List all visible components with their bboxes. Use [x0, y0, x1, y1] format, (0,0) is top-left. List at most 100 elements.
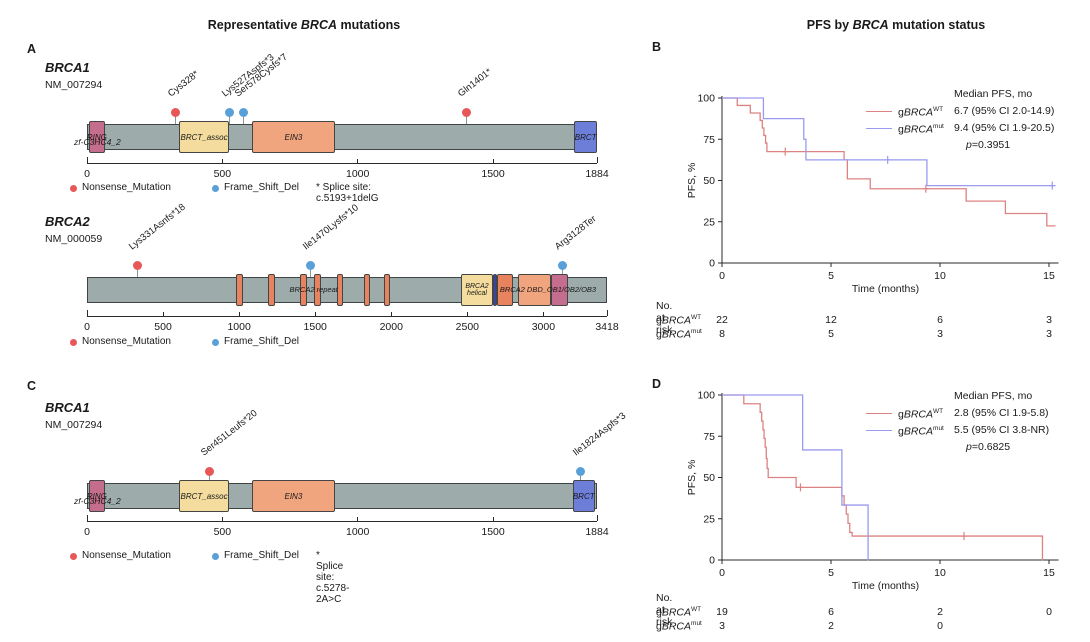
- risk-count: 3: [1046, 328, 1052, 340]
- mutation-label: Cys328*: [165, 68, 201, 100]
- group-label: gBRCAWT: [656, 606, 702, 619]
- legend-frameshift-dot: [212, 339, 219, 346]
- y-tick-label: 75: [703, 431, 715, 443]
- domain-sub-label: zf-C3HC4_2: [74, 496, 121, 506]
- domain-label: BRCT: [574, 132, 597, 142]
- aa-axis-tick: [86, 515, 88, 521]
- legend-line-swatch: [866, 412, 892, 414]
- domain-DBD_OB1: [496, 274, 513, 306]
- bar-inline-label: BRCA2 DBD_OB1/OB2/OB3: [499, 285, 597, 294]
- domain-BRCT_assoc: BRCT_assoc: [179, 121, 230, 153]
- mutation-label: Ser451Leufs*20: [199, 407, 260, 459]
- domain-BRCT: BRCT: [573, 480, 595, 512]
- risk-count: 5: [828, 328, 834, 340]
- gene-name: BRCA1: [45, 60, 90, 75]
- splice-site-note: * Splice site: c.5278-2A>C: [316, 550, 350, 605]
- y-tick-label: 0: [709, 555, 715, 567]
- median-value: 6.7 (95% CI 2.0-14.9): [954, 104, 1055, 117]
- legend-frameshift-label: Frame_Shift_Del: [224, 550, 300, 561]
- aa-axis-tick: [466, 312, 468, 316]
- domain-label: RING: [86, 132, 107, 142]
- aa-axis-tick-label: 0: [84, 526, 90, 538]
- domain-BRC_repeat_5: [336, 274, 344, 306]
- aa-axis-tick: [238, 312, 240, 316]
- legend-nonsense-dot: [70, 553, 77, 560]
- lollipop-stick: [229, 115, 231, 124]
- mutation-dot: [132, 260, 142, 270]
- median-value: 9.4 (95% CI 1.9-20.5): [954, 121, 1055, 134]
- y-tick-label: 75: [703, 134, 715, 146]
- aa-axis-tick: [390, 312, 392, 316]
- protein-bar: [87, 124, 597, 150]
- group-label: gBRCAmut: [898, 122, 944, 136]
- lollipop-stick: [562, 268, 564, 277]
- mutation-dot: [171, 107, 181, 117]
- aa-axis-tick: [86, 310, 88, 316]
- km-legend-D: Median PFS, mo gBRCAWT 2.8 (95% CI 1.9-5.8…: [866, 388, 1088, 455]
- risk-count: 12: [825, 314, 837, 326]
- mutation-label: Arg3128Ter: [552, 213, 599, 253]
- transcript-id: NM_007294: [45, 79, 103, 91]
- risk-row-label: gBRCAWT: [656, 314, 712, 327]
- domain-label: BRCT: [572, 491, 595, 501]
- domain-DBD_OB3: [551, 274, 568, 306]
- aa-axis-tick-label: 1500: [481, 526, 505, 538]
- risk-count: 19: [716, 606, 728, 618]
- y-tick-label: 50: [703, 472, 715, 484]
- aa-axis-tick-label: 0: [84, 321, 90, 333]
- legend-frameshift-label: Frame_Shift_Del: [224, 336, 300, 347]
- aa-axis-tick: [221, 517, 223, 521]
- title-text: PFS by: [806, 18, 853, 32]
- domain-EIN3: EIN3: [252, 121, 335, 153]
- x-tick-label: 15: [1043, 567, 1055, 579]
- risk-row-label: gBRCAmut: [656, 328, 712, 341]
- title-text: mutation status: [888, 18, 986, 32]
- km-curve-WT: [722, 394, 1044, 561]
- aa-axis-tick-label: 500: [154, 321, 172, 333]
- km-plot-D: 0 25 50 75 100 0 5 10 15 Time (months) PFS, %: [686, 390, 1059, 592]
- aa-axis-tick-label: 500: [213, 526, 232, 538]
- mutation-dot: [238, 107, 248, 117]
- aa-axis-tick-label: 500: [213, 168, 232, 180]
- aa-axis-tick: [221, 159, 223, 163]
- risk-count: 22: [716, 314, 728, 326]
- y-tick-label: 100: [697, 390, 715, 402]
- panel-label-b: B: [652, 40, 662, 54]
- legend-line-swatch: [866, 127, 892, 129]
- km-plot-B: 0 25 50 75 100 0 5 10 15 Time (months) PFS, %: [686, 93, 1059, 295]
- risk-count: 3: [1046, 314, 1052, 326]
- aa-axis-tick-label: 2500: [455, 321, 479, 333]
- protein-bar: [87, 483, 597, 509]
- median-header: Median PFS, mo: [954, 88, 1033, 100]
- domain-linker: [492, 274, 497, 306]
- p-value: p=0.6825: [966, 440, 1011, 453]
- aa-axis-tick: [314, 312, 316, 316]
- aa-axis-tick-label: 1500: [303, 321, 327, 333]
- x-tick-label: 0: [719, 567, 725, 579]
- transcript-id: NM_000059: [45, 233, 103, 245]
- domain-BRC_repeat_3: [299, 274, 307, 306]
- aa-axis-tick-label: 1000: [227, 321, 251, 333]
- x-axis-title: Time (months): [852, 580, 919, 592]
- lollipop-stick: [208, 474, 210, 483]
- y-axis-title: PFS, %: [686, 460, 698, 496]
- legend-nonsense-label: Nonsense_Mutation: [82, 182, 171, 193]
- km-curve-WT: [722, 97, 1056, 227]
- legend-row: gBRCAWT 6.7 (95% CI 2.0-14.9): [866, 103, 1088, 120]
- mutation-dot: [461, 107, 471, 117]
- legend-row: gBRCAmut 5.5 (95% CI 3.8-NR): [866, 422, 1088, 439]
- aa-axis-tick: [596, 157, 598, 163]
- mutation-dot: [558, 260, 568, 270]
- aa-axis-tick-label: 3000: [531, 321, 556, 333]
- group-label: gBRCAWT: [898, 407, 944, 421]
- legend-nonsense-dot: [70, 185, 77, 192]
- y-axis-title: PFS, %: [686, 163, 698, 199]
- aa-axis-tick-label: 3418: [595, 321, 619, 333]
- legend-nonsense-label: Nonsense_Mutation: [82, 336, 171, 347]
- legend-nonsense-label: Nonsense_Mutation: [82, 550, 171, 561]
- domain-DBD_OB2: [517, 274, 551, 306]
- domain-BRC_repeat_4: [314, 274, 322, 306]
- risk-count: 0: [937, 620, 943, 632]
- risk-row-label: gBRCAWT: [656, 606, 712, 619]
- aa-axis-tick: [492, 159, 494, 163]
